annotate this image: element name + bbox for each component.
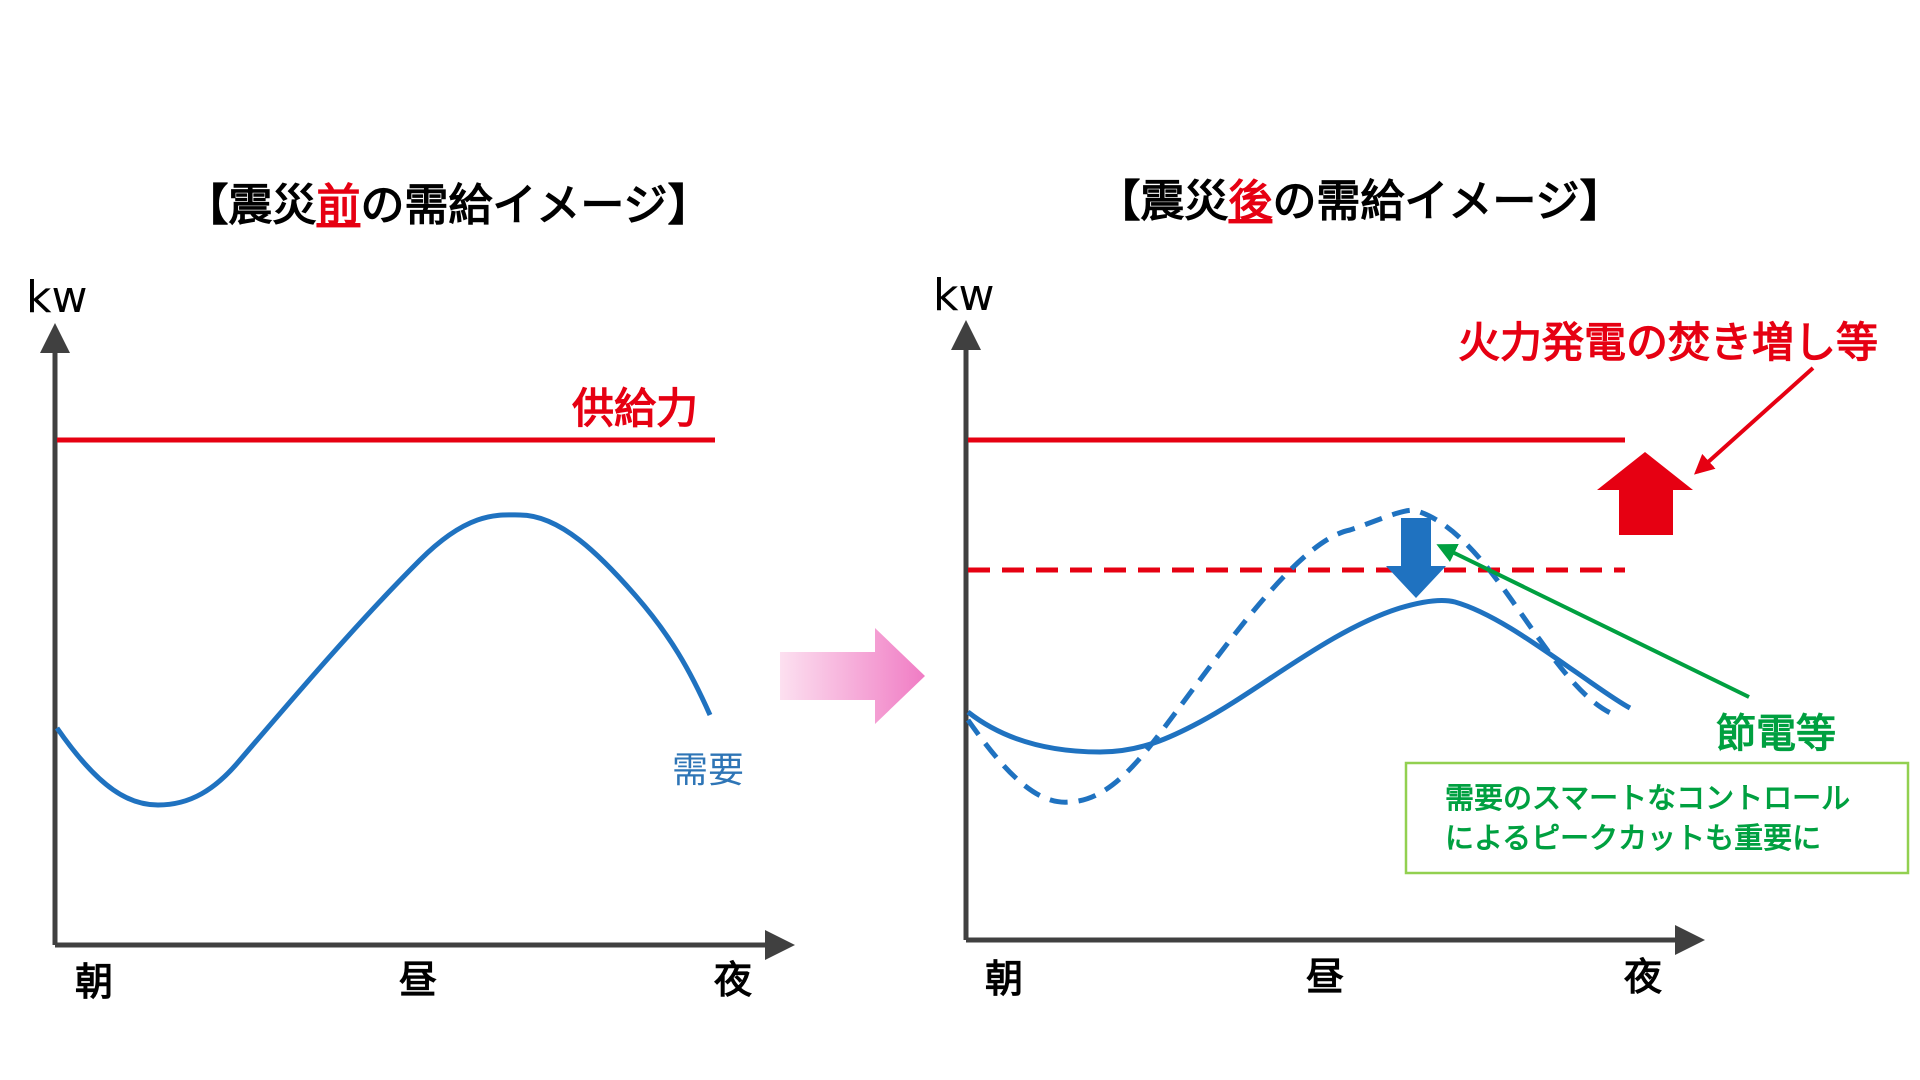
after-tick-noon: 昼 xyxy=(1306,955,1344,999)
after-original-demand-curve xyxy=(965,507,1616,805)
before-panel: 【震災前の需給イメージ】 kw 朝 昼 夜 供給力 需要 xyxy=(26,180,795,1004)
after-panel: 【震災後の需給イメージ】 kw 朝 昼 夜 火力発電の焚き増し等 節電等 需要の… xyxy=(933,176,1910,1001)
before-tick-night: 夜 xyxy=(713,958,753,1002)
after-tick-morning: 朝 xyxy=(985,957,1023,1001)
saving-pointer xyxy=(1436,544,1750,699)
up-arrow-icon xyxy=(1597,452,1693,535)
after-title: 【震災後の需給イメージ】 xyxy=(1096,176,1623,227)
right-arrow-icon xyxy=(780,628,925,724)
down-arrow-icon xyxy=(1386,518,1446,598)
supply-increase-pointer xyxy=(1694,366,1815,475)
before-supply-label: 供給力 xyxy=(572,384,698,433)
note-line-2: によるピークカットも重要に xyxy=(1445,821,1821,855)
before-title: 【震災前の需給イメージ】 xyxy=(184,180,711,231)
before-tick-noon: 昼 xyxy=(399,958,437,1002)
note-line-1: 需要のスマートなコントロール xyxy=(1445,781,1850,815)
after-y-axis-label: kw xyxy=(933,270,994,321)
after-tick-night: 夜 xyxy=(1623,955,1663,999)
note-box xyxy=(1404,761,1910,875)
before-demand-label: 需要 xyxy=(672,750,744,791)
before-y-axis-label: kw xyxy=(26,272,87,323)
saving-label: 節電等 xyxy=(1716,711,1836,757)
before-tick-morning: 朝 xyxy=(75,960,113,1004)
supply-increase-label: 火力発電の焚き増し等 xyxy=(1458,318,1878,367)
before-demand-curve xyxy=(54,512,713,808)
after-demand-curve xyxy=(966,597,1632,755)
